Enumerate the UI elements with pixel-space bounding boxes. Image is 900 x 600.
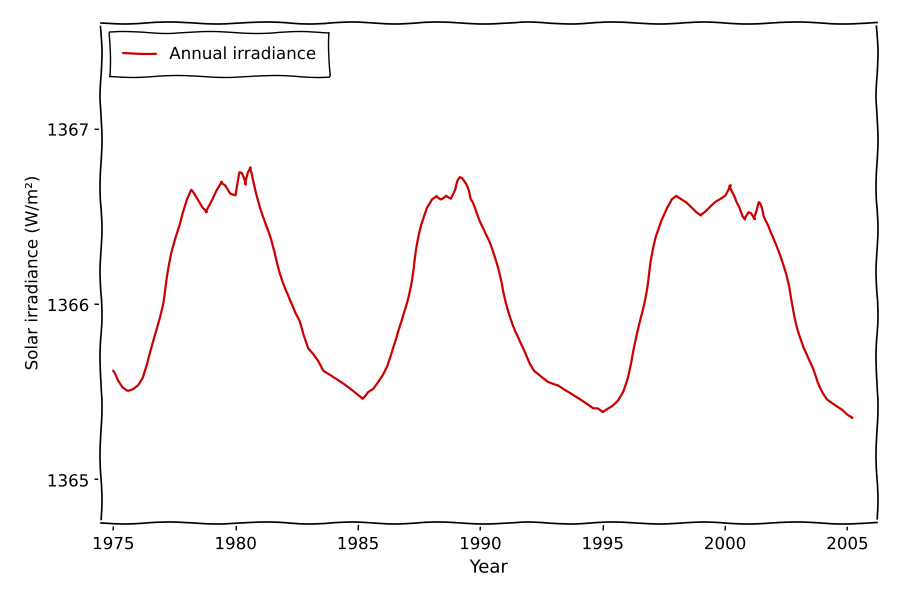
Y-axis label: Solar irradiance (W/m²): Solar irradiance (W/m²): [23, 176, 41, 370]
Line: Annual irradiance: Annual irradiance: [113, 167, 852, 418]
Annual irradiance: [484, 239, 495, 246]
Annual irradiance: [377, 371, 388, 378]
Annual irradiance: [475, 216, 486, 223]
Annual irradiance: [108, 367, 119, 374]
Annual irradiance: [847, 415, 858, 422]
Annual irradiance: [211, 187, 221, 194]
Annual irradiance: [215, 178, 226, 185]
Annual irradiance: [245, 164, 256, 171]
Annual irradiance: [602, 406, 613, 413]
Legend: Annual irradiance: Annual irradiance: [109, 32, 328, 76]
X-axis label: Year: Year: [470, 559, 508, 577]
